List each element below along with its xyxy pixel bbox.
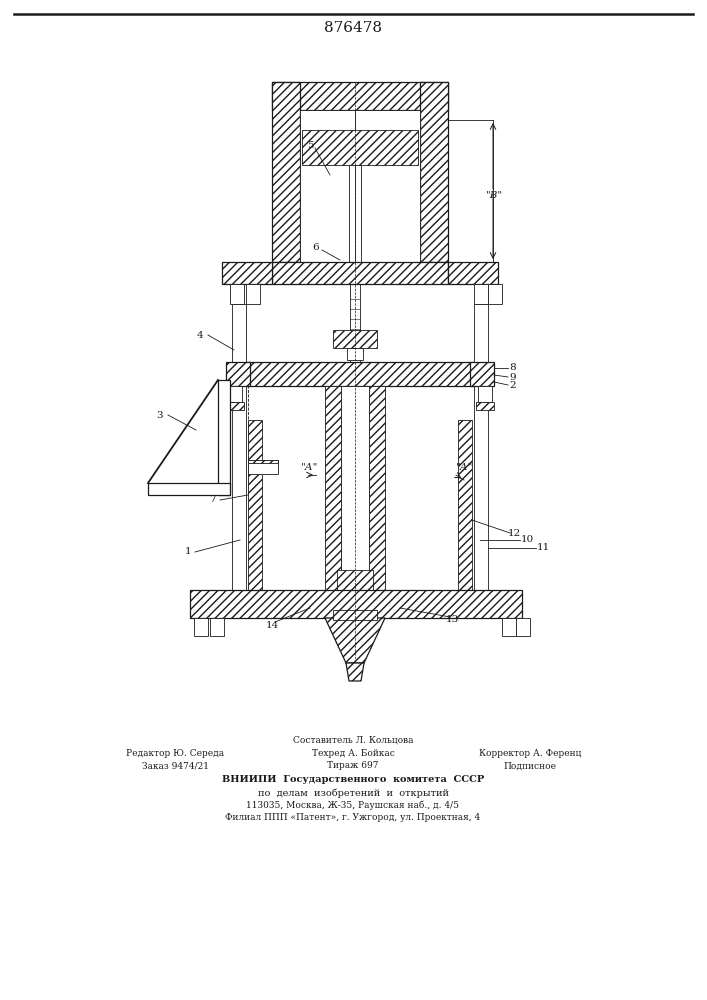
Bar (502, 618, 516, 636)
Text: "А": "А" (301, 462, 319, 472)
Text: ВНИИПИ  Государственного  комитета  СССР: ВНИИПИ Государственного комитета СССР (222, 776, 484, 784)
Bar (222, 262, 272, 284)
Bar (246, 284, 260, 304)
Bar (347, 348, 363, 360)
Text: 13: 13 (445, 615, 459, 624)
Bar (325, 386, 341, 590)
Text: Заказ 9474/21: Заказ 9474/21 (141, 762, 209, 770)
Bar (228, 386, 242, 402)
Bar (148, 483, 230, 495)
Text: 12: 12 (508, 528, 520, 538)
Bar (272, 82, 448, 110)
Text: 6: 6 (312, 243, 320, 252)
Bar (448, 262, 498, 284)
Text: Техред А. Бойкас: Техред А. Бойкас (312, 750, 395, 758)
Text: 9: 9 (510, 372, 516, 381)
Bar (302, 130, 418, 165)
Text: Филиал ППП «Патент», г. Ужгород, ул. Проектная, 4: Филиал ППП «Патент», г. Ужгород, ул. Про… (226, 812, 481, 822)
Bar (478, 386, 492, 402)
Bar (226, 402, 244, 410)
Text: 7: 7 (209, 495, 216, 504)
Bar (420, 82, 448, 262)
Bar (190, 590, 522, 618)
Bar (341, 386, 369, 590)
Text: 2: 2 (510, 380, 516, 389)
Bar (194, 618, 208, 636)
Bar (246, 362, 474, 386)
Text: 3: 3 (157, 410, 163, 420)
Text: "B": "B" (486, 190, 503, 200)
Text: по  делам  изобретений  и  открытий: по делам изобретений и открытий (257, 788, 448, 798)
Text: 4: 4 (197, 330, 204, 340)
Text: Составитель Л. Кольцова: Составитель Л. Кольцова (293, 736, 414, 744)
Text: 113035, Москва, Ж-35, Раушская наб., д. 4/5: 113035, Москва, Ж-35, Раушская наб., д. … (247, 800, 460, 810)
Bar (333, 610, 377, 620)
Bar (218, 380, 230, 495)
Bar (272, 82, 300, 262)
Bar (476, 402, 494, 410)
Text: 8: 8 (510, 363, 516, 372)
Bar (248, 460, 278, 463)
Bar (210, 618, 224, 636)
Bar (248, 420, 262, 590)
Text: 876478: 876478 (324, 21, 382, 35)
Bar (300, 110, 420, 262)
Bar (474, 284, 488, 304)
Bar (488, 284, 502, 304)
Bar (248, 460, 278, 474)
Text: 1: 1 (185, 548, 192, 556)
Bar (516, 618, 530, 636)
Bar (272, 262, 448, 284)
Bar (226, 362, 250, 386)
Text: Подписное: Подписное (503, 762, 556, 770)
Text: "А": "А" (456, 462, 474, 472)
Text: 11: 11 (537, 544, 549, 552)
Text: Редактор Ю. Середа: Редактор Ю. Середа (126, 750, 224, 758)
Bar (369, 386, 385, 590)
Text: Корректор А. Ференц: Корректор А. Ференц (479, 750, 581, 758)
Text: Тираж 697: Тираж 697 (327, 762, 379, 770)
Bar (230, 284, 244, 304)
Text: 5: 5 (307, 140, 313, 149)
Polygon shape (325, 618, 385, 663)
Polygon shape (346, 663, 364, 681)
Bar (232, 304, 246, 590)
Text: 10: 10 (520, 536, 534, 544)
Bar (474, 304, 488, 590)
Bar (470, 362, 494, 386)
Bar (337, 570, 373, 590)
Bar (333, 330, 377, 348)
Bar (458, 420, 472, 590)
Text: 14: 14 (265, 620, 279, 630)
